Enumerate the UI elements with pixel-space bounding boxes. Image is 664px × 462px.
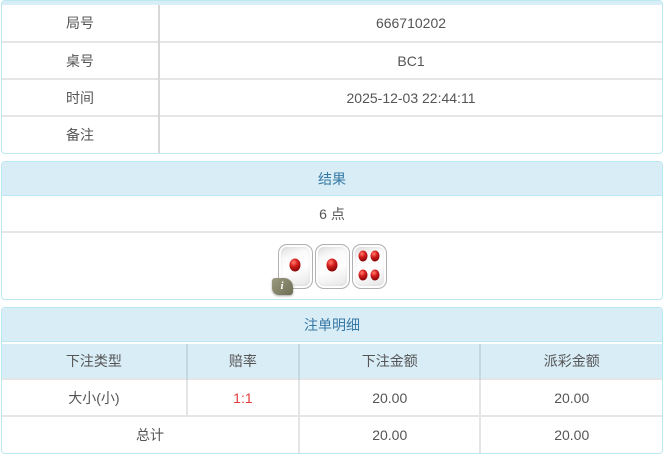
round-id-label: 局号 (2, 5, 160, 42)
info-badge-icon[interactable]: i (271, 277, 293, 295)
remark-value (159, 115, 662, 153)
result-points: 6 点 (2, 196, 662, 233)
table-id-value: BC1 (159, 41, 662, 79)
game-info-table: 局号 666710202 桌号 BC1 时间 2025-12-03 22:44:… (2, 5, 662, 153)
table-row: 时间 2025-12-03 22:44:11 (2, 78, 662, 116)
panel-top-strip (2, 1, 662, 5)
game-info-panel: 局号 666710202 桌号 BC1 时间 2025-12-03 22:44:… (1, 0, 663, 154)
table-id-label: 桌号 (2, 41, 160, 79)
time-label: 时间 (2, 78, 160, 116)
payout-amount-cell: 20.00 (479, 378, 662, 416)
die-pip (358, 269, 368, 281)
total-bet-amount-cell: 20.00 (297, 415, 481, 453)
total-label-cell: 总计 (2, 415, 299, 453)
total-row: 总计 20.00 20.00 (2, 415, 662, 453)
die-3-icon (351, 243, 387, 289)
column-header-payout-amount: 派彩金额 (479, 342, 662, 379)
column-header-odds: 赔率 (185, 342, 299, 379)
die-pip (289, 258, 301, 272)
die-pip (370, 269, 380, 281)
time-value: 2025-12-03 22:44:11 (159, 78, 662, 116)
dice-group: i (271, 243, 387, 295)
die-2-icon (314, 243, 350, 289)
bet-row: 大小(小) 1:1 20.00 20.00 (2, 378, 662, 416)
die-pip (326, 258, 338, 272)
bet-details-panel: 注单明细 下注类型 赔率 下注金额 派彩金额 大小(小) 1:1 20.00 2… (1, 307, 663, 454)
round-id-value: 666710202 (375, 15, 447, 31)
bet-details-title: 注单明细 (2, 308, 662, 342)
remark-label: 备注 (2, 115, 160, 153)
column-header-bet-amount: 下注金额 (297, 342, 481, 379)
dice-row: i (2, 233, 662, 299)
die-pip (370, 250, 380, 262)
die-pip (358, 250, 368, 262)
column-header-bet-type: 下注类型 (2, 342, 187, 379)
bet-type-cell: 大小(小) (2, 378, 187, 416)
result-panel: 结果 6 点 i (1, 161, 663, 300)
bet-table-header-row: 下注类型 赔率 下注金额 派彩金额 (2, 342, 662, 379)
table-row: 局号 666710202 (2, 5, 662, 42)
result-panel-title: 结果 (2, 162, 662, 196)
bet-amount-cell: 20.00 (297, 378, 481, 416)
total-payout-amount-cell: 20.00 (479, 415, 662, 453)
odds-cell: 1:1 (185, 378, 299, 416)
bet-details-table: 下注类型 赔率 下注金额 派彩金额 大小(小) 1:1 20.00 20.00 … (2, 342, 662, 453)
table-row: 桌号 BC1 (2, 41, 662, 79)
table-row: 备注 (2, 115, 662, 153)
